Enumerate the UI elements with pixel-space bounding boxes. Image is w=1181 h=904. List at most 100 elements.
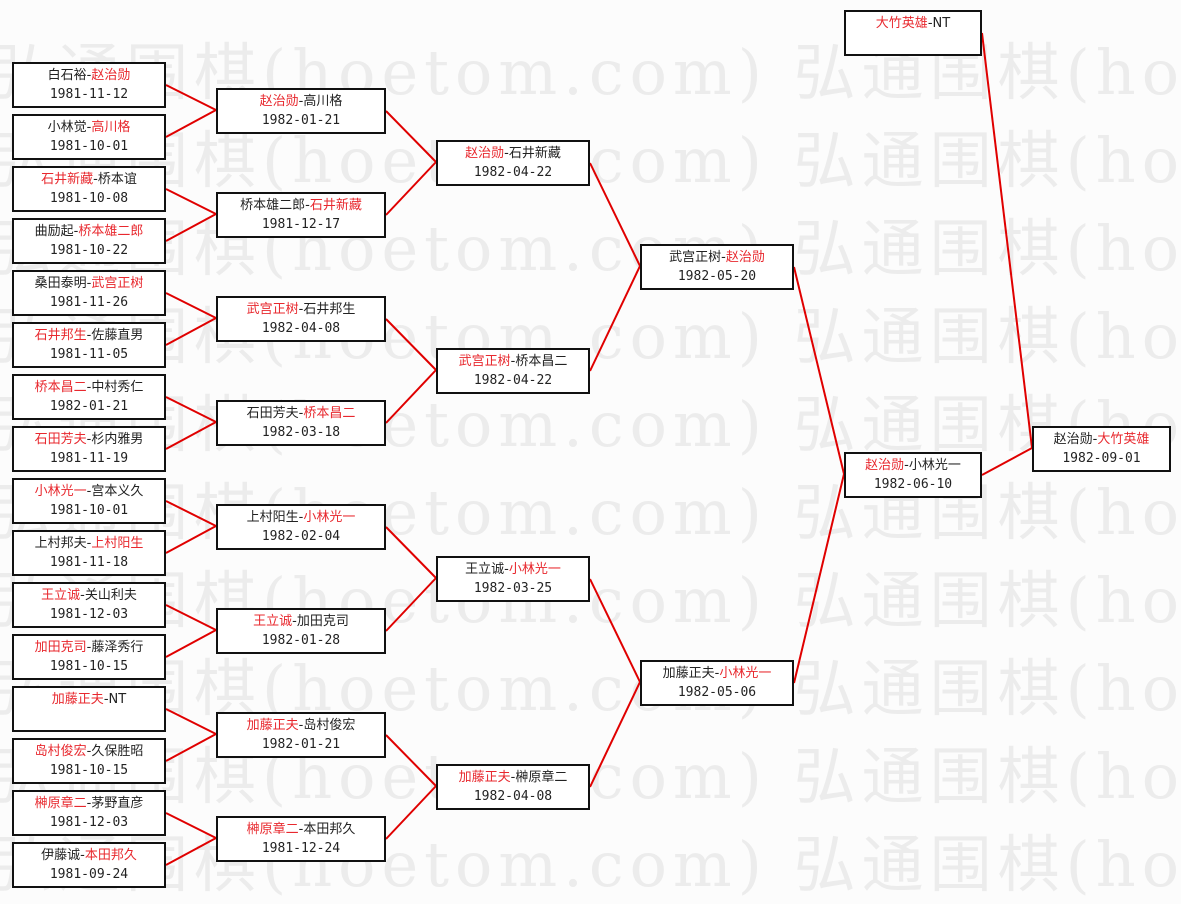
bracket-connector xyxy=(165,109,217,138)
match-date: 1982-09-01 xyxy=(1062,451,1141,466)
separator: - xyxy=(904,458,909,473)
bracket-connector xyxy=(385,577,437,632)
player-a: 上村邦夫 xyxy=(34,536,87,551)
player-b: 石井新藏 xyxy=(309,198,362,213)
match-box-round-2: 上村阳生-小林光一 1982-02-04 xyxy=(216,504,386,550)
player-b: 岛村俊宏 xyxy=(303,718,356,733)
player-b: 小林光一 xyxy=(908,458,961,473)
match-box-round-1: 榊原章二-茅野直彦 1981-12-03 xyxy=(12,790,166,836)
player-a: 赵治勋 xyxy=(465,146,505,161)
separator: - xyxy=(298,94,304,109)
bracket-connector xyxy=(793,266,845,475)
player-b: 本田邦久 xyxy=(84,848,137,863)
match-box-round-3: 王立诚-小林光一 1982-03-25 xyxy=(436,556,590,602)
match-box-round-1: 小林觉-高川格 1981-10-01 xyxy=(12,114,166,160)
player-a: 武宫正树 xyxy=(669,250,722,265)
player-a: 加藤正夫 xyxy=(51,692,104,707)
player-b: 杉内雅男 xyxy=(91,432,144,447)
player-b: NT xyxy=(932,16,951,31)
bracket-connector xyxy=(165,733,217,762)
player-b: 桥本谊 xyxy=(97,172,137,187)
match-box-round-1: 白石裕-赵治勋 1981-11-12 xyxy=(12,62,166,108)
match-box-round-1: 上村邦夫-上村阳生 1981-11-18 xyxy=(12,530,166,576)
match-date: 1981-10-15 xyxy=(49,763,129,778)
match-date: 1981-12-03 xyxy=(49,815,129,830)
bracket-connector xyxy=(589,162,641,267)
match-date: 1981-11-26 xyxy=(49,295,129,310)
bracket-connector xyxy=(385,318,437,371)
player-a: 岛村俊宏 xyxy=(34,744,87,759)
player-a: 桑田泰明 xyxy=(34,276,87,291)
player-b: 桥本昌二 xyxy=(303,406,356,421)
player-b: 关山利夫 xyxy=(84,588,137,603)
bracket-connector xyxy=(385,369,437,424)
match-box-round-1: 石田芳夫-杉内雅男 1981-11-19 xyxy=(12,426,166,472)
separator: - xyxy=(86,536,92,551)
match-date: 1982-03-25 xyxy=(473,581,553,596)
player-a: 王立诚 xyxy=(465,562,505,577)
match-box-round-3: 加藤正夫-榊原章二 1982-04-08 xyxy=(436,764,590,810)
player-a: 王立诚 xyxy=(41,588,81,603)
player-a: 石井邦生 xyxy=(34,328,87,343)
player-b: 赵治勋 xyxy=(91,68,131,83)
player-a: 小林光一 xyxy=(34,484,87,499)
player-a: 桥本雄二郎 xyxy=(240,198,306,213)
separator: - xyxy=(86,276,92,291)
separator: - xyxy=(510,354,516,369)
separator: - xyxy=(504,562,509,577)
separator: - xyxy=(298,406,304,421)
match-date: 1981-11-18 xyxy=(49,555,129,570)
bracket-connector xyxy=(165,84,217,111)
player-b: 久保胜昭 xyxy=(91,744,144,759)
match-date: 1981-12-03 xyxy=(49,607,129,622)
player-a: 桥本昌二 xyxy=(34,380,87,395)
match-date: 1982-01-21 xyxy=(261,737,341,752)
match-date: 1981-10-22 xyxy=(49,243,129,258)
match-box-round-1: 石井新藏-桥本谊 1981-10-08 xyxy=(12,166,166,212)
match-box-round-2: 武宫正树-石井邦生 1982-04-08 xyxy=(216,296,386,342)
player-a: 赵治勋 xyxy=(1053,432,1093,447)
separator: - xyxy=(93,172,98,187)
match-date: 1982-05-06 xyxy=(677,685,757,700)
player-a: 伊藤诚 xyxy=(41,848,81,863)
bracket-connector xyxy=(165,837,217,866)
player-a: 小林觉 xyxy=(47,120,87,135)
match-date: 1981-12-24 xyxy=(261,841,341,856)
match-box-round-2: 王立诚-加田克司 1982-01-28 xyxy=(216,608,386,654)
player-b: 上村阳生 xyxy=(91,536,144,551)
player-a: 武宫正树 xyxy=(458,354,511,369)
player-b: 高川格 xyxy=(91,120,131,135)
match-date: 1982-05-20 xyxy=(677,269,757,284)
match-date: 1982-03-18 xyxy=(261,425,341,440)
bracket-connector xyxy=(165,708,217,735)
match-box-round-4: 武宫正树-赵治勋 1982-05-20 xyxy=(640,244,794,290)
player-a: 加田克司 xyxy=(34,640,87,655)
separator: - xyxy=(1092,432,1098,447)
player-b: 赵治勋 xyxy=(725,250,765,265)
match-date: 1982-01-21 xyxy=(261,113,341,128)
bracket-connector xyxy=(165,525,217,554)
bracket-connector xyxy=(165,604,217,631)
match-date: 1981-11-19 xyxy=(49,451,129,466)
match-date: 1981-12-17 xyxy=(261,217,341,232)
player-a: 石田芳夫 xyxy=(34,432,87,447)
match-date: 1982-01-21 xyxy=(49,399,129,414)
player-b: 大竹英雄 xyxy=(1097,432,1150,447)
separator: - xyxy=(510,770,516,785)
player-b: 佐藤直男 xyxy=(91,328,144,343)
player-b: 石井邦生 xyxy=(303,302,356,317)
player-a: 白石裕 xyxy=(47,68,87,83)
separator: - xyxy=(927,16,933,31)
bracket-connector xyxy=(165,396,217,423)
match-box-round-2: 赵治勋-高川格 1982-01-21 xyxy=(216,88,386,134)
bracket-connector xyxy=(793,473,845,684)
player-a: 赵治勋 xyxy=(865,458,905,473)
player-b: 小林光一 xyxy=(719,666,772,681)
separator: - xyxy=(86,68,92,83)
bracket-connector xyxy=(385,734,437,787)
match-date: 1981-10-01 xyxy=(49,139,129,154)
player-b: 茅野直彦 xyxy=(91,796,144,811)
player-b: 本田邦久 xyxy=(303,822,356,837)
player-a: 加藤正夫 xyxy=(458,770,511,785)
separator: - xyxy=(305,198,310,213)
